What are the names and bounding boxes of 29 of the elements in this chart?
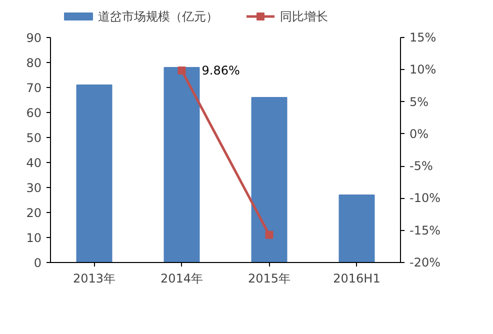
- x-tick-label: 2016H1: [333, 272, 380, 286]
- bar: [76, 84, 112, 262]
- y-tick-label: 30: [26, 181, 42, 195]
- y-tick-label: 80: [26, 56, 42, 70]
- x-tick-label: 2015年: [248, 272, 291, 286]
- x-tick-label: 2013年: [72, 272, 116, 286]
- y2-tick-label: 0%: [410, 126, 429, 141]
- y-tick-label: 10: [26, 231, 42, 245]
- y2-tick-label: 5%: [410, 94, 429, 109]
- legend-label: 道岔市场规模（亿元）: [98, 10, 218, 24]
- y-tick-label: 50: [26, 131, 42, 145]
- y2-tick-label: -15%: [410, 223, 441, 238]
- data-label: 9.86%: [202, 64, 240, 78]
- y-tick-label: 20: [26, 206, 42, 220]
- x-tick-label: 2014年: [160, 272, 204, 286]
- y2-tick-label: 10%: [410, 62, 436, 77]
- y2-tick-label: -10%: [410, 191, 441, 206]
- bar: [251, 97, 288, 262]
- y-tick-label: 70: [26, 81, 42, 95]
- y-tick-label: 40: [26, 156, 42, 170]
- y-tick-label: 90: [26, 31, 42, 45]
- y-tick-label: 0: [34, 256, 42, 270]
- y2-tick-label: 15%: [410, 30, 436, 44]
- bar: [164, 67, 200, 262]
- y2-tick-label: -20%: [410, 256, 441, 270]
- legend-label: 同比增长: [280, 10, 328, 24]
- y-tick-label: 60: [26, 106, 42, 120]
- bar: [338, 194, 375, 262]
- y2-tick-label: -5%: [410, 159, 433, 174]
